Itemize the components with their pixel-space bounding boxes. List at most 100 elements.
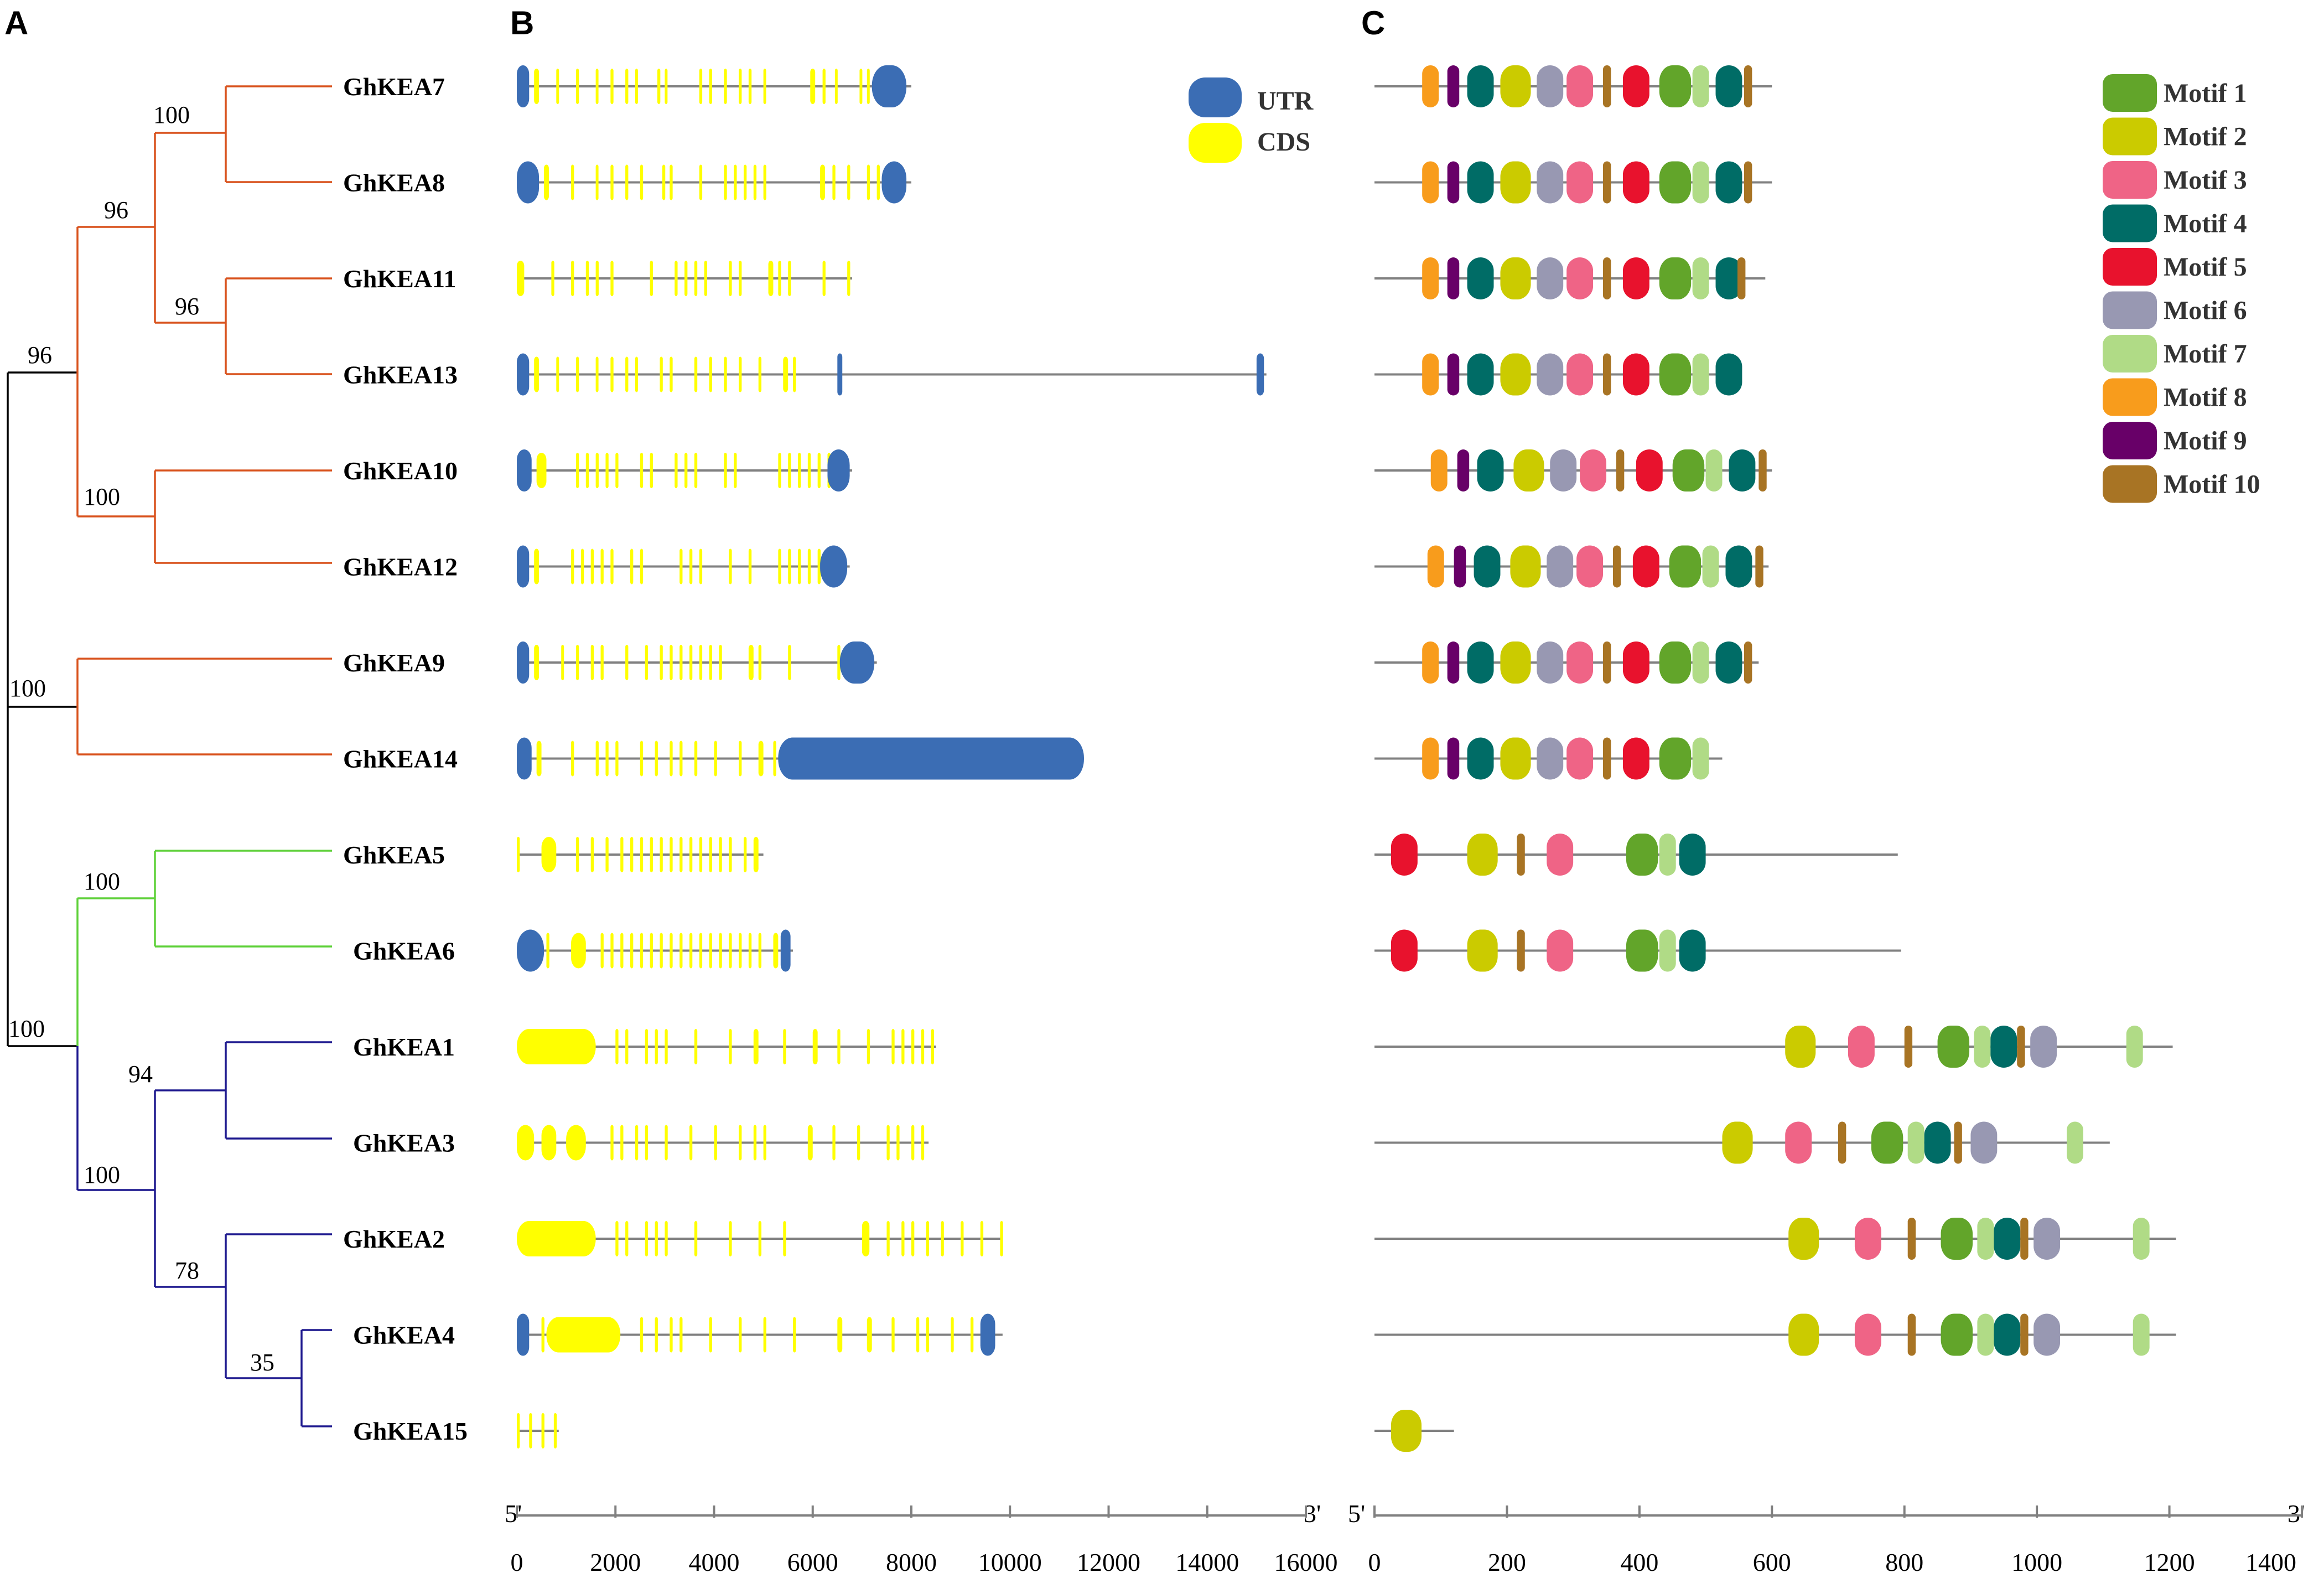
motif-4-block — [1715, 353, 1742, 396]
motif-10-block — [2017, 1026, 2025, 1068]
gene-label: GhKEA5 — [343, 841, 445, 869]
cds-block — [719, 933, 722, 969]
cds-block — [517, 1413, 520, 1448]
gs-axis-tick-label: 6000 — [787, 1548, 838, 1576]
cds-block — [590, 549, 594, 584]
cds-block — [739, 933, 742, 969]
motif-6-block — [1537, 353, 1564, 396]
motif-9-block — [1447, 353, 1460, 396]
motif-4-block — [1715, 161, 1742, 204]
cds-block — [921, 1029, 925, 1064]
cds-block — [817, 453, 821, 488]
motif-4-block — [1924, 1121, 1951, 1164]
motif-5-block — [1391, 929, 1418, 972]
cds-block — [679, 549, 683, 584]
cds-block — [822, 261, 826, 296]
gene-label: GhKEA6 — [353, 937, 455, 965]
cds-block — [640, 741, 644, 777]
cds-block — [961, 1221, 964, 1256]
motif-axis-tick-label: 1200 — [2144, 1548, 2195, 1576]
cds-block — [704, 261, 708, 296]
motif-3-block — [1566, 737, 1594, 780]
cds-block — [867, 1029, 870, 1064]
cds-block — [773, 741, 776, 777]
cds-block — [534, 356, 540, 392]
utr-legend-label: UTR — [1257, 86, 1314, 116]
motif-7-block — [1692, 161, 1709, 204]
cds-block — [847, 261, 850, 296]
cds-block — [615, 453, 619, 488]
cds-block — [625, 69, 629, 104]
cds-block — [748, 549, 752, 584]
cds-block — [684, 453, 688, 488]
cds-block — [891, 1029, 895, 1064]
cds-block — [625, 645, 629, 680]
motif-7-block — [1907, 1121, 1924, 1164]
motif-4-block — [1679, 834, 1706, 876]
cds-block — [556, 356, 559, 392]
cds-block — [615, 741, 619, 777]
cds-block — [620, 837, 624, 872]
utr-block — [872, 65, 907, 107]
cds-block — [517, 261, 525, 296]
cds-block — [773, 933, 779, 969]
motif-1-block — [1937, 1026, 1970, 1068]
cds-block — [635, 356, 638, 392]
motif-4-swatch — [2103, 204, 2157, 242]
cds-block — [694, 453, 698, 488]
motif-1-block — [1659, 257, 1692, 299]
cds-block — [645, 1125, 649, 1161]
motif-4-block — [1467, 65, 1494, 107]
cds-block — [724, 69, 727, 104]
cds-block — [739, 1317, 742, 1353]
cds-block — [719, 837, 722, 872]
bootstrap-value: 94 — [128, 1060, 153, 1088]
motif-8-block — [1422, 161, 1439, 204]
motif-6-label: Motif 6 — [2164, 296, 2247, 325]
cds-block — [820, 164, 826, 200]
motif-5-block — [1622, 257, 1649, 299]
cds-block — [650, 933, 653, 969]
gs-axis-tick-label: 12000 — [1077, 1548, 1140, 1576]
cds-block — [595, 261, 599, 296]
cds-block — [571, 933, 586, 969]
cds-block — [788, 453, 791, 488]
cds-block — [534, 549, 540, 584]
cds-legend-label: CDS — [1257, 127, 1310, 157]
motif-3-block — [1854, 1313, 1881, 1356]
bootstrap-value: 96 — [175, 293, 199, 320]
motif-7-block — [1692, 65, 1709, 107]
motif-10-block — [1907, 1313, 1916, 1356]
cds-block — [812, 1029, 818, 1064]
bootstrap-value: 100 — [84, 868, 120, 895]
cds-block — [551, 261, 554, 296]
motif-4-block — [1994, 1218, 2021, 1260]
motif-9-block — [1447, 257, 1460, 299]
cds-block — [807, 1125, 813, 1161]
cds-block — [561, 645, 564, 680]
motif-1-label: Motif 1 — [2164, 79, 2247, 108]
cds-block — [670, 356, 673, 392]
cds-block — [837, 1317, 843, 1353]
motif-axis-tick-label: 400 — [1620, 1548, 1658, 1576]
cds-block — [660, 356, 663, 392]
motif-9-block — [1457, 449, 1470, 491]
motif-10-block — [1838, 1121, 1846, 1164]
motif-axis-5prime: 5' — [1348, 1499, 1365, 1528]
cds-block — [699, 933, 703, 969]
motif-10-block — [1755, 545, 1763, 588]
gs-axis-tick-label: 14000 — [1175, 1548, 1239, 1576]
cds-block — [650, 261, 653, 296]
cds-block — [743, 837, 747, 872]
gene-structure-legend: UTR CDS — [1189, 77, 1314, 163]
motif-10-block — [1758, 449, 1767, 491]
cds-block — [689, 549, 693, 584]
cds-block — [630, 933, 634, 969]
cds-block — [670, 1317, 673, 1353]
cds-block — [610, 549, 614, 584]
motif-10-block — [1603, 65, 1611, 107]
motif-5-block — [1622, 161, 1649, 204]
cds-block — [753, 1125, 757, 1161]
cds-block — [709, 933, 712, 969]
motif-4-block — [1467, 641, 1494, 684]
